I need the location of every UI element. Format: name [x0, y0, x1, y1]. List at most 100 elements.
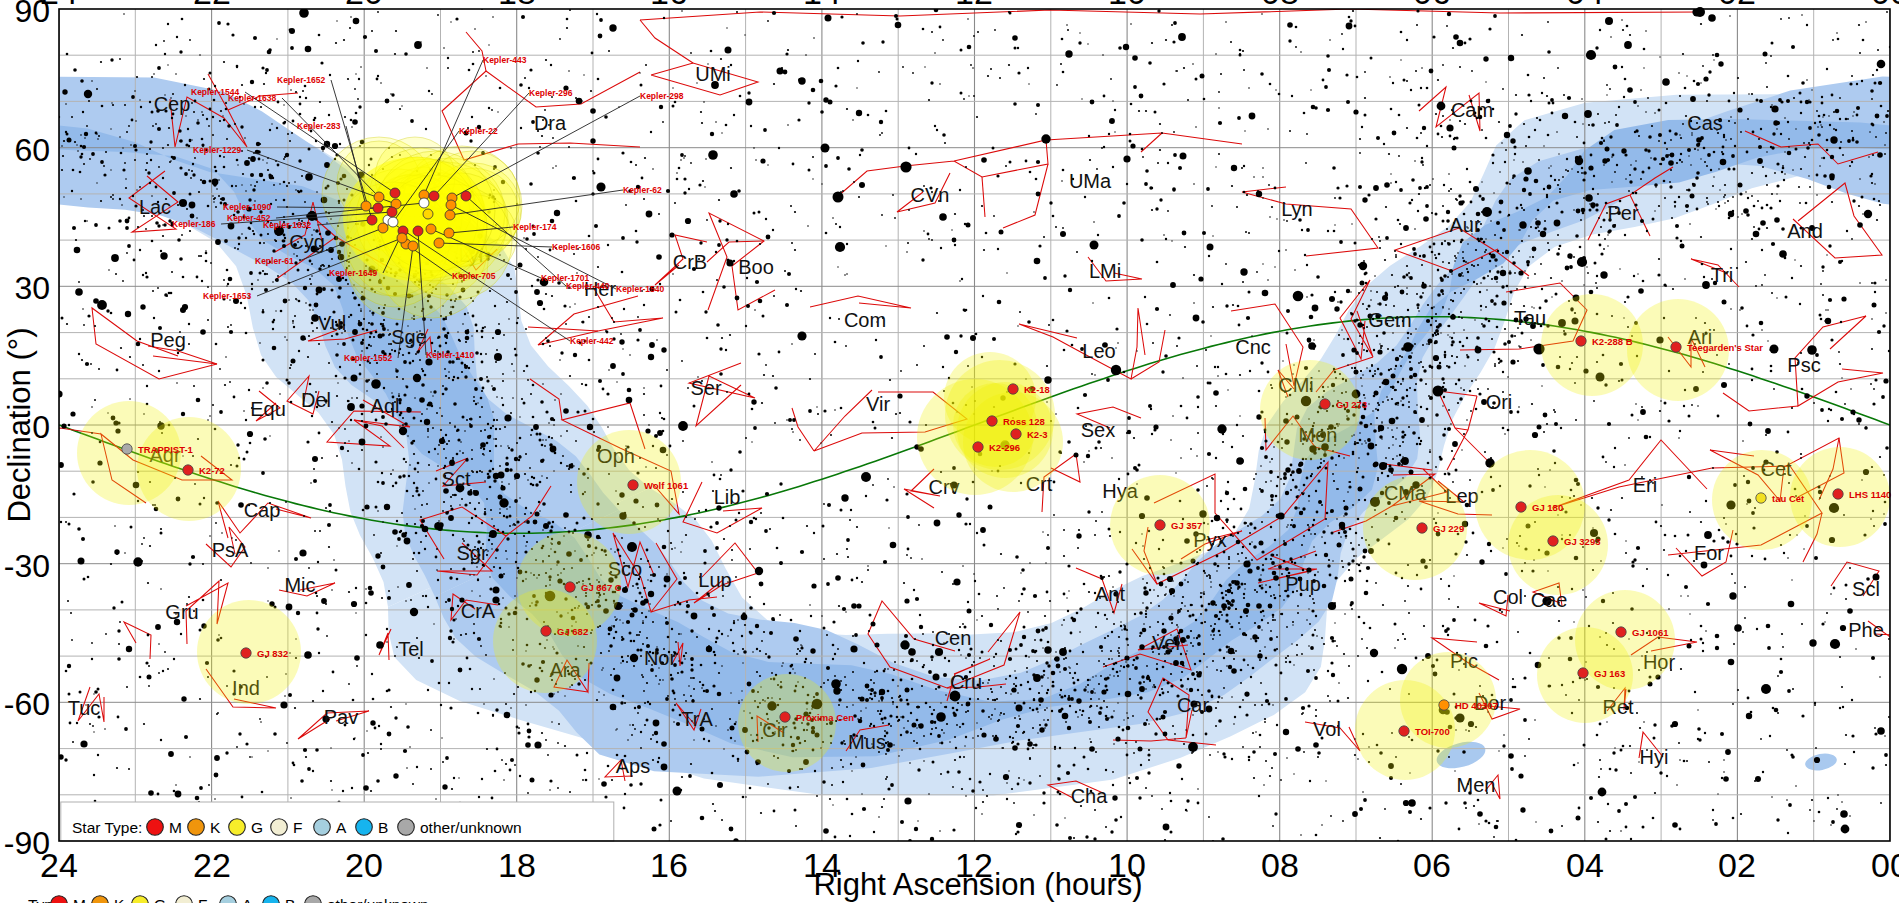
- svg-text:Boo: Boo: [738, 256, 774, 278]
- svg-text:00: 00: [1871, 0, 1899, 11]
- svg-text:GJ 1061: GJ 1061: [1632, 627, 1669, 638]
- svg-text:CrB: CrB: [673, 251, 707, 273]
- svg-text:Kepler-1090: Kepler-1090: [223, 202, 271, 212]
- svg-text:Kepler-1652: Kepler-1652: [277, 75, 325, 85]
- svg-text:Tau: Tau: [1514, 307, 1546, 329]
- svg-text:04: 04: [1566, 846, 1604, 884]
- svg-text:Aps: Aps: [616, 755, 650, 777]
- svg-text:LMi: LMi: [1089, 260, 1121, 282]
- svg-text:Del: Del: [301, 389, 331, 411]
- svg-text:TrA: TrA: [681, 708, 713, 730]
- svg-text:16: 16: [650, 846, 688, 884]
- svg-text:Proxima Cen: Proxima Cen: [796, 712, 854, 723]
- svg-text:08: 08: [1261, 846, 1299, 884]
- svg-text:Aur: Aur: [1449, 214, 1480, 236]
- svg-text:GJ 229: GJ 229: [1433, 523, 1464, 534]
- svg-text:Cnc: Cnc: [1235, 336, 1271, 358]
- svg-text:Kepler-442: Kepler-442: [570, 336, 614, 346]
- svg-text:20: 20: [345, 0, 383, 11]
- svg-text:Wolf 1061: Wolf 1061: [644, 480, 689, 491]
- svg-text:Kepler-61: Kepler-61: [255, 256, 294, 266]
- svg-text:B: B: [285, 896, 295, 903]
- svg-text:Cam: Cam: [1451, 99, 1493, 121]
- svg-text:Mic: Mic: [284, 574, 315, 596]
- svg-text:K: K: [210, 819, 221, 836]
- svg-text:Cas: Cas: [1687, 112, 1723, 134]
- svg-text:Teegarden's Star: Teegarden's Star: [1687, 342, 1763, 353]
- svg-text:K2-3: K2-3: [1027, 429, 1048, 440]
- svg-text:Cep: Cep: [154, 93, 191, 115]
- svg-text:Ori: Ori: [1486, 391, 1513, 413]
- svg-text:02: 02: [1718, 846, 1756, 884]
- svg-text:06: 06: [1413, 846, 1451, 884]
- svg-text:K2-296: K2-296: [989, 442, 1020, 453]
- svg-text:30: 30: [14, 270, 50, 306]
- svg-text:Tuc: Tuc: [68, 697, 101, 719]
- svg-text:other/unknown: other/unknown: [420, 819, 522, 836]
- svg-text:Declination (°): Declination (°): [2, 327, 37, 522]
- svg-text:M: M: [169, 819, 182, 836]
- svg-text:22: 22: [193, 0, 231, 11]
- svg-text:-30: -30: [4, 548, 50, 584]
- svg-text:Ross 128: Ross 128: [1003, 416, 1045, 427]
- svg-text:10: 10: [1108, 0, 1146, 11]
- svg-text:Psc: Psc: [1787, 354, 1820, 376]
- svg-text:other/unknown: other/unknown: [327, 896, 429, 903]
- svg-text:Lac: Lac: [139, 196, 171, 218]
- svg-text:K: K: [114, 896, 125, 903]
- svg-text:A: A: [242, 896, 253, 903]
- svg-text:Gem: Gem: [1368, 309, 1411, 331]
- svg-text:16: 16: [650, 0, 688, 11]
- svg-text:GJ 163: GJ 163: [1594, 668, 1625, 679]
- svg-text:Vol: Vol: [1313, 718, 1341, 740]
- svg-text:Cyg: Cyg: [289, 231, 325, 253]
- svg-text:Cen: Cen: [935, 627, 972, 649]
- svg-text:Aql: Aql: [371, 395, 400, 417]
- svg-text:TOI-700: TOI-700: [1415, 726, 1450, 737]
- svg-text:Mus: Mus: [848, 731, 886, 753]
- svg-text:Right Ascension (hours): Right Ascension (hours): [813, 867, 1142, 902]
- svg-text:00: 00: [1871, 846, 1899, 884]
- svg-text:Lyn: Lyn: [1281, 198, 1313, 220]
- svg-text:Kepler-1606: Kepler-1606: [552, 242, 600, 252]
- svg-text:Phe: Phe: [1848, 619, 1884, 641]
- svg-text:LHS 1140: LHS 1140: [1849, 489, 1891, 500]
- svg-text:08: 08: [1261, 0, 1299, 11]
- svg-text:Sge: Sge: [391, 326, 427, 348]
- svg-text:Kepler-1552: Kepler-1552: [344, 353, 392, 363]
- svg-text:K2-288 B: K2-288 B: [1592, 336, 1633, 347]
- svg-text:Kepler-22: Kepler-22: [459, 126, 498, 136]
- svg-text:Kepler-1540: Kepler-1540: [616, 284, 664, 294]
- svg-text:Vul: Vul: [318, 312, 346, 334]
- svg-text:22: 22: [193, 846, 231, 884]
- svg-text:14: 14: [803, 0, 841, 11]
- svg-text:Men: Men: [1457, 774, 1496, 796]
- svg-text:20: 20: [345, 846, 383, 884]
- svg-text:Cap: Cap: [244, 499, 281, 521]
- svg-text:Star Type:: Star Type:: [72, 819, 142, 836]
- svg-text:-60: -60: [4, 686, 50, 722]
- svg-text:Kepler-298: Kepler-298: [640, 91, 684, 101]
- svg-text:PsA: PsA: [212, 539, 249, 561]
- svg-text:F: F: [293, 819, 302, 836]
- svg-text:24: 24: [40, 846, 78, 884]
- svg-text:Kepler-174: Kepler-174: [513, 222, 557, 232]
- svg-text:Vir: Vir: [866, 393, 890, 415]
- svg-text:Nor: Nor: [644, 647, 677, 669]
- svg-text:TRAPPIST-1: TRAPPIST-1: [138, 444, 194, 455]
- svg-text:60: 60: [14, 132, 50, 168]
- svg-text:Dra: Dra: [534, 112, 567, 134]
- svg-text:UMa: UMa: [1069, 170, 1112, 192]
- svg-text:M: M: [73, 896, 86, 903]
- svg-text:18: 18: [498, 0, 536, 11]
- svg-text:GJ 180: GJ 180: [1532, 502, 1563, 513]
- svg-text:Sex: Sex: [1081, 419, 1115, 441]
- svg-text:GJ 667 C: GJ 667 C: [581, 582, 622, 593]
- svg-text:Ant: Ant: [1095, 583, 1125, 605]
- svg-text:Peg: Peg: [150, 329, 186, 351]
- svg-text:Kepler-186: Kepler-186: [172, 219, 216, 229]
- svg-text:F: F: [198, 896, 207, 903]
- svg-text:Kepler-1638: Kepler-1638: [228, 93, 276, 103]
- svg-text:Tri: Tri: [1711, 264, 1734, 286]
- svg-text:Kepler-1410: Kepler-1410: [426, 350, 474, 360]
